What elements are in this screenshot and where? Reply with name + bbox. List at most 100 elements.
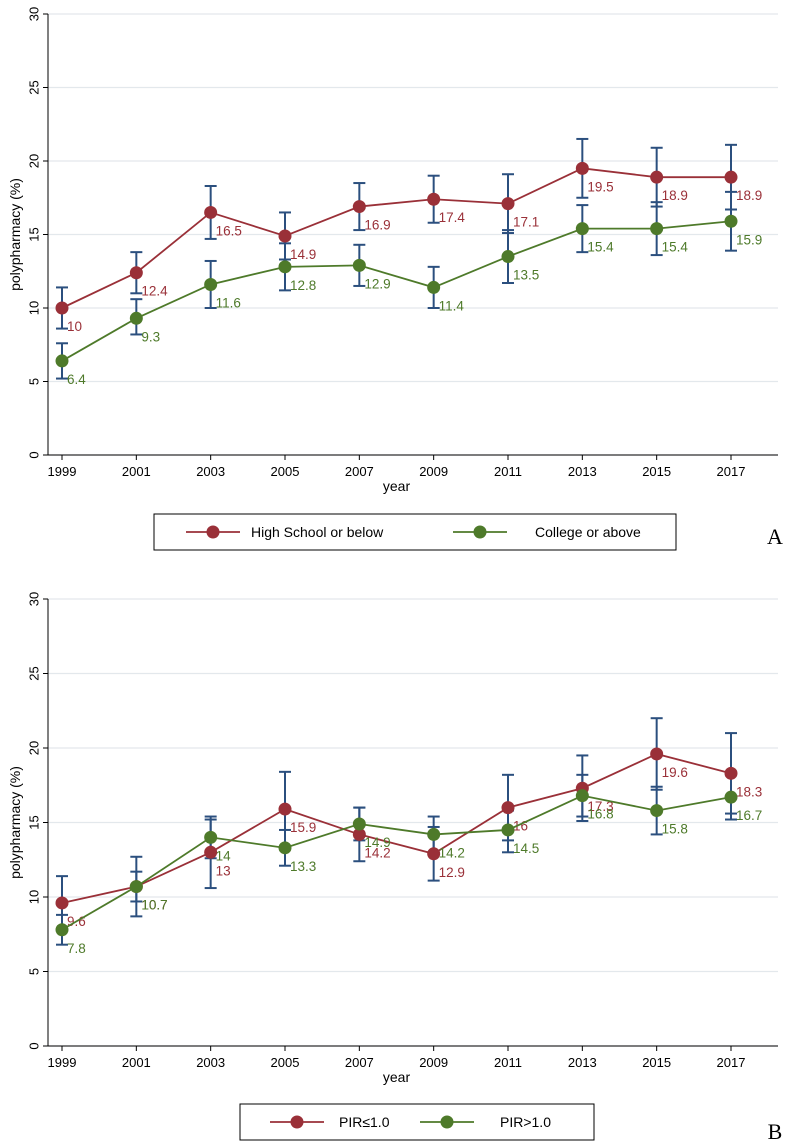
x-axis-title: year bbox=[383, 478, 411, 494]
y-tick-label: 25 bbox=[27, 666, 42, 680]
x-tick-label: 2013 bbox=[568, 1055, 597, 1070]
legend-label: PIR≤1.0 bbox=[339, 1114, 390, 1130]
y-tick-label: 20 bbox=[27, 154, 42, 168]
x-tick-label: 2005 bbox=[271, 464, 300, 479]
data-point bbox=[575, 161, 589, 175]
data-label: 15.9 bbox=[736, 232, 762, 247]
data-point bbox=[204, 205, 218, 219]
x-tick-label: 2015 bbox=[642, 1055, 671, 1070]
data-label: 10.7 bbox=[141, 898, 167, 913]
data-label: 6.4 bbox=[67, 372, 86, 387]
legend-marker bbox=[473, 525, 487, 539]
panel-letter: A bbox=[767, 524, 783, 549]
data-point bbox=[650, 747, 664, 761]
data-point bbox=[278, 260, 292, 274]
data-label: 9.3 bbox=[141, 329, 160, 344]
data-point bbox=[129, 880, 143, 894]
data-label: 17.4 bbox=[439, 210, 466, 225]
x-axis-title: year bbox=[383, 1069, 411, 1085]
data-label: 17.3 bbox=[587, 799, 613, 814]
x-tick-label: 1999 bbox=[48, 464, 77, 479]
data-point bbox=[352, 817, 366, 831]
y-tick-label: 25 bbox=[27, 80, 42, 94]
x-tick-label: 2003 bbox=[196, 1055, 225, 1070]
data-label: 14.9 bbox=[290, 247, 316, 262]
data-label: 14.2 bbox=[439, 845, 465, 860]
x-tick-label: 2009 bbox=[419, 464, 448, 479]
y-tick-label: 15 bbox=[27, 227, 42, 241]
data-point bbox=[427, 827, 441, 841]
y-tick-label: 0 bbox=[27, 451, 42, 458]
y-tick-label: 10 bbox=[27, 890, 42, 904]
data-label: 14.9 bbox=[364, 835, 390, 850]
x-tick-label: 2011 bbox=[494, 464, 522, 479]
data-point bbox=[427, 192, 441, 206]
legend-marker bbox=[440, 1115, 454, 1129]
x-tick-label: 2001 bbox=[122, 1055, 151, 1070]
legend-label: PIR>1.0 bbox=[500, 1114, 551, 1130]
data-point bbox=[724, 214, 738, 228]
data-point bbox=[501, 823, 515, 837]
series-line bbox=[61, 753, 732, 904]
data-label: 16.5 bbox=[216, 223, 242, 238]
data-label: 18.9 bbox=[736, 188, 762, 203]
data-label: 12.4 bbox=[141, 284, 168, 299]
legend-label: College or above bbox=[535, 524, 641, 540]
data-point bbox=[352, 827, 366, 841]
series-line bbox=[61, 167, 731, 309]
x-tick-label: 2003 bbox=[196, 464, 225, 479]
y-axis-title: polypharmacy (%) bbox=[7, 178, 23, 291]
y-tick-label: 30 bbox=[27, 7, 42, 21]
legend-box bbox=[153, 513, 677, 551]
y-tick-label: 0 bbox=[27, 1042, 42, 1049]
data-label: 15.4 bbox=[587, 240, 614, 255]
data-label: 7.8 bbox=[67, 941, 86, 956]
data-label: 13.3 bbox=[290, 859, 316, 874]
data-point bbox=[278, 841, 292, 855]
series-line bbox=[61, 794, 732, 931]
data-label: 14.2 bbox=[364, 845, 390, 860]
data-point bbox=[427, 280, 441, 294]
data-point bbox=[575, 789, 589, 803]
data-point bbox=[278, 802, 292, 816]
data-point bbox=[352, 200, 366, 214]
y-tick-label: 30 bbox=[27, 592, 42, 606]
y-axis-title: polypharmacy (%) bbox=[7, 766, 23, 879]
y-tick-label: 5 bbox=[27, 378, 42, 385]
data-point bbox=[352, 258, 366, 272]
data-label: 13 bbox=[216, 863, 231, 878]
data-point bbox=[55, 354, 69, 368]
y-tick-label: 15 bbox=[27, 815, 42, 829]
series-line bbox=[61, 220, 732, 362]
data-point bbox=[650, 804, 664, 818]
data-label: 10.7 bbox=[141, 898, 167, 913]
data-label: 12.9 bbox=[364, 276, 390, 291]
data-point bbox=[204, 830, 218, 844]
data-point bbox=[724, 170, 738, 184]
legend-marker bbox=[290, 1115, 304, 1129]
data-point bbox=[724, 766, 738, 780]
data-label: 16.9 bbox=[364, 218, 390, 233]
data-label: 15.8 bbox=[662, 822, 688, 837]
panel-b: 0 5 10 15 20 25 30 1999 2001 2003 2005 2007 2009 2011… bbox=[7, 592, 782, 1144]
data-label: 12.9 bbox=[439, 865, 465, 880]
panel-a: 0 5 10 15 20 25 30 1999 2001 2003 2005 2007 2009 2011… bbox=[7, 7, 783, 551]
data-point bbox=[55, 923, 69, 937]
data-point bbox=[129, 266, 143, 280]
x-tick-label: 2007 bbox=[345, 1055, 374, 1070]
data-label: 19.5 bbox=[587, 179, 613, 194]
data-point bbox=[575, 222, 589, 236]
data-point bbox=[501, 197, 515, 211]
y-tick-label: 10 bbox=[27, 301, 42, 315]
data-label: 19.6 bbox=[662, 765, 688, 780]
data-label: 15.9 bbox=[290, 820, 316, 835]
data-label: 16.8 bbox=[587, 807, 613, 822]
x-tick-label: 2015 bbox=[642, 464, 671, 479]
data-point bbox=[650, 222, 664, 236]
x-tick-label: 2017 bbox=[717, 1055, 746, 1070]
data-point bbox=[278, 229, 292, 243]
x-tick-label: 2017 bbox=[717, 464, 746, 479]
x-tick-label: 2011 bbox=[494, 1055, 522, 1070]
x-tick-label: 2005 bbox=[271, 1055, 300, 1070]
x-tick-label: 2001 bbox=[122, 464, 151, 479]
